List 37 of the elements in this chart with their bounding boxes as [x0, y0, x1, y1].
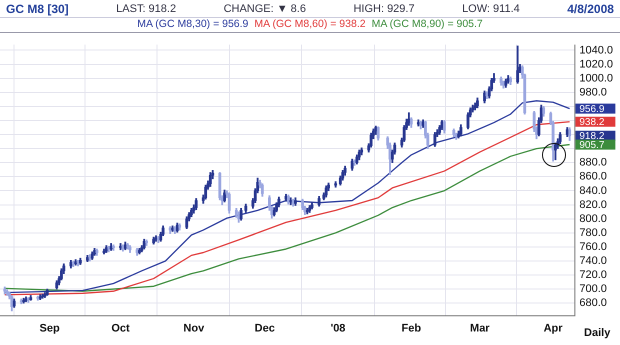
y-tick-label: 700.0: [579, 283, 607, 296]
text: Daily: [584, 327, 612, 340]
x-tick-label: Feb: [401, 322, 422, 334]
y-tick-label: 1020.0: [579, 58, 614, 70]
x-tick-label: Dec: [254, 322, 275, 334]
y-tick-label: 720.0: [579, 269, 607, 282]
x-tick-label: '08: [330, 322, 346, 334]
text: LAST: 918.2: [116, 2, 176, 14]
annotation: 918.2: [579, 131, 605, 142]
x-tick-label: Apr: [544, 322, 564, 334]
y-tick-label: 980.0: [579, 86, 607, 98]
chart-title: GC M8 [30]: [6, 2, 69, 16]
y-tick-label: 820.0: [579, 198, 607, 211]
y-tick-label: 760.0: [579, 240, 607, 253]
y-tick-label: 780.0: [579, 226, 607, 239]
text: CHANGE: ▼ 8.6: [224, 2, 306, 14]
y-tick-label: 740.0: [579, 255, 607, 268]
x-tick-label: Mar: [470, 322, 490, 334]
x-tick-label: Sep: [40, 322, 60, 334]
annotation: 905.7: [579, 140, 605, 151]
text: MA (GC M8,30) = 956.9: [137, 18, 248, 30]
annotation: 956.9: [579, 104, 605, 115]
text: HIGH: 929.7: [353, 2, 415, 14]
y-tick-label: 1000.0: [579, 72, 614, 84]
y-tick-label: 880.0: [579, 156, 607, 169]
y-tick-label: 860.0: [579, 170, 607, 183]
x-tick-label: Nov: [183, 322, 206, 334]
y-tick-label: 680.0: [579, 297, 607, 310]
y-tick-label: 1040.0: [579, 44, 614, 56]
text: MA (GC M8,60) = 938.2: [254, 18, 366, 30]
text: 4/8/2008: [567, 2, 614, 16]
y-tick-label: 840.0: [579, 184, 607, 197]
annotation: 938.2: [579, 116, 605, 128]
text: MA (GC M8,90) = 905.7: [372, 18, 483, 30]
y-tick-label: 800.0: [579, 212, 607, 225]
x-tick-label: Oct: [111, 322, 130, 334]
text: LOW: 911.4: [462, 2, 520, 14]
